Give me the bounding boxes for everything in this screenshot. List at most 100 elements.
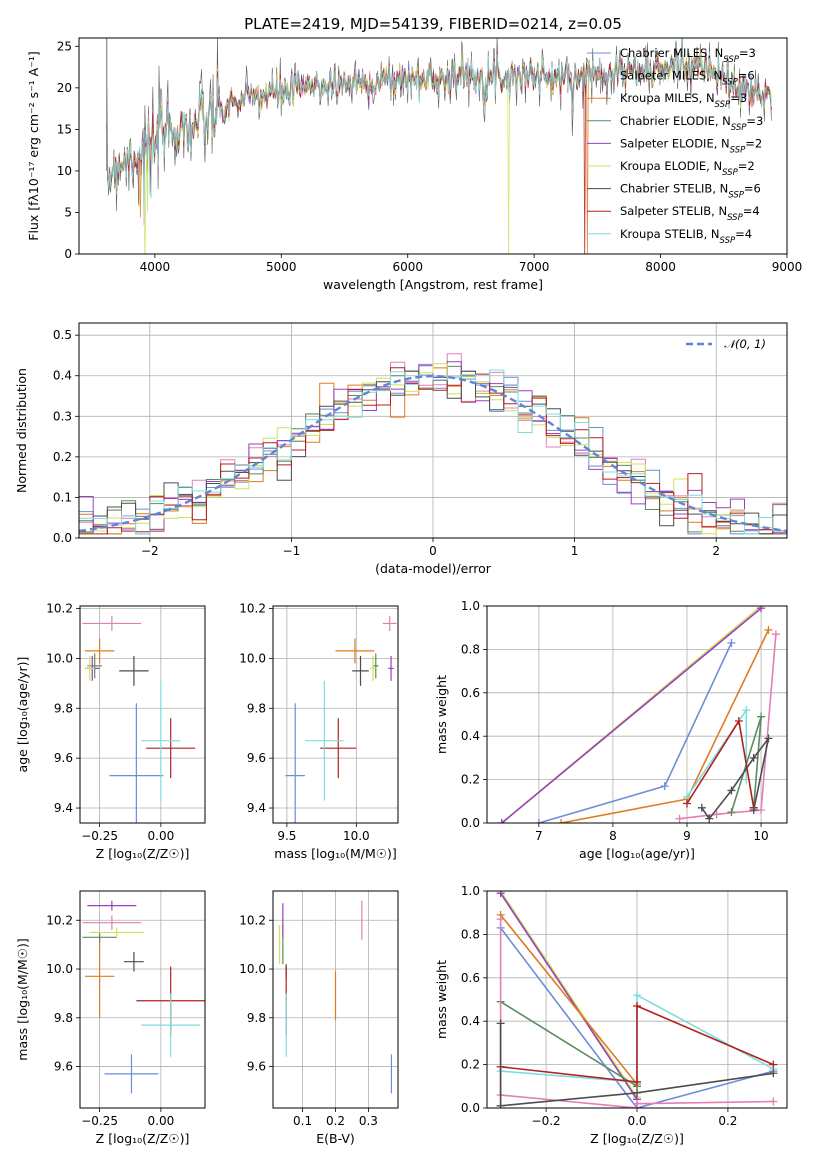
errorbar-salpeter-miles: [82, 915, 142, 931]
y-tick-label: 10.2: [46, 913, 73, 927]
y-tick-label: 0.6: [461, 686, 480, 700]
legend-entry: Chabrier STELIB, NSSP=6: [620, 182, 761, 201]
y-axis-label: age [log₁₀(age/yr)]: [15, 657, 30, 773]
y-tick-label: 0.0: [461, 1101, 480, 1115]
y-tick-label: 5: [64, 205, 72, 219]
weight-marker: [633, 1099, 641, 1108]
y-tick-label: 9.8: [247, 1011, 266, 1025]
y-tick-label: 0.0: [461, 816, 480, 830]
weight-marker: [557, 819, 566, 823]
x-tick-label: 0.00: [148, 1114, 175, 1128]
axes-frame: [272, 605, 399, 824]
y-axis-label: Flux [fλ10⁻¹⁷ erg cm⁻² s⁻¹ A⁻¹]: [26, 51, 41, 240]
plot-area-residuals: [79, 353, 787, 538]
y-tick-label: 9.4: [54, 801, 73, 815]
weight-line-kroupa-miles: [496, 910, 641, 1089]
y-tick-label: 1.0: [461, 884, 480, 898]
weight-marker: [727, 808, 736, 817]
errorbar-chabrier-miles: [104, 1054, 159, 1094]
panel-weight_vs_Z: −0.2 0.0 0.2 0.0 0.2 0.4 0.6 0.8 1.0 Z [log₁₀(Z/Z…: [434, 884, 788, 1146]
y-tick-label: 15: [57, 122, 72, 136]
errorbar-kroupa-miles: [335, 638, 375, 664]
errorbar-salpeter-miles: [382, 615, 397, 631]
weight-marker: [496, 915, 505, 924]
y-tick-label: 0.1: [53, 490, 72, 504]
x-tick-label: 10.0: [343, 829, 370, 843]
x-tick-label: 9.5: [277, 829, 296, 843]
plot-area-mass_vs_EBV: [278, 900, 393, 1094]
weight-line-salpeter-elodie: [497, 606, 766, 823]
weight-line-chabrier-stelib: [697, 734, 773, 823]
axes-frame: [272, 890, 399, 1109]
y-tick-label: 0.8: [461, 927, 480, 941]
figure-title: PLATE=2419, MJD=54139, FIBERID=0214, z=0…: [244, 15, 622, 33]
weight-marker: [734, 717, 743, 726]
weight-path: [701, 737, 770, 821]
errorbar-salpeter-elodie: [87, 900, 137, 911]
spectrum-line-kroupa-stelib: [106, 38, 772, 222]
weight-marker: [633, 1088, 641, 1097]
weight-line-chabrier-stelib: [496, 1019, 778, 1108]
y-tick-label: 10.2: [46, 601, 73, 615]
y-axis-label: mass [log₁₀(M/M☉)]: [15, 938, 30, 1060]
y-tick-label: 9.8: [247, 701, 266, 715]
errorbar-kroupa-stelib: [141, 680, 181, 801]
y-tick-label: 0.8: [461, 642, 480, 656]
y-tick-label: 10.2: [239, 913, 266, 927]
panel-weight_vs_age: 7 8 9 10 0.0 0.2 0.4 0.6 0.8 1.0 age [log₁₀(age/yr…: [434, 599, 788, 861]
x-tick-label: −2: [141, 544, 159, 558]
y-tick-label: 0.2: [461, 773, 480, 787]
weight-marker: [764, 625, 773, 634]
y-tick-label: 9.8: [54, 701, 73, 715]
errorbar-kroupa-stelib: [141, 993, 201, 1057]
weight-path: [499, 892, 638, 1100]
plot-area-weight_vs_age: [497, 606, 780, 823]
x-tick-label: 8000: [645, 260, 676, 274]
weight-line-chabrier-miles: [534, 638, 736, 823]
weight-path: [501, 607, 762, 823]
y-tick-label: 0.0: [53, 531, 72, 545]
weight-path: [500, 1001, 638, 1087]
weight-marker: [757, 805, 766, 814]
y-tick-label: 9.6: [54, 1060, 73, 1074]
legend-entry: Kroupa STELIB, NSSP=4: [620, 227, 752, 246]
normal-curve: [79, 375, 787, 533]
y-tick-label: 9.8: [54, 1011, 73, 1025]
weight-marker: [764, 734, 773, 743]
y-tick-label: 0.5: [53, 328, 72, 342]
weight-path: [500, 1004, 774, 1083]
x-tick-label: 0: [429, 544, 437, 558]
legend-entry-normal: 𝒩(0, 1): [724, 337, 766, 351]
x-axis-label: E(B-V): [316, 1131, 355, 1146]
x-axis-label: mass [log₁₀(M/M☉)]: [274, 846, 396, 861]
y-tick-label: 0.2: [53, 450, 72, 464]
weight-marker: [633, 1077, 641, 1086]
errorbar-salpeter-miles: [82, 615, 142, 631]
x-tick-label: 0.00: [148, 829, 175, 843]
weight-marker: [769, 1069, 778, 1078]
x-tick-label: 0.1: [293, 1114, 312, 1128]
weight-line-salpeter-elodie: [496, 891, 641, 1104]
y-tick-label: 10.0: [46, 962, 73, 976]
weight-path: [686, 718, 755, 808]
x-tick-label: −1: [283, 544, 301, 558]
weight-marker: [497, 819, 506, 823]
x-tick-label: 7000: [519, 260, 550, 274]
x-axis-label: (data-model)/error: [375, 561, 492, 576]
weight-path: [499, 914, 638, 1085]
y-axis-label: Normed distribution: [14, 368, 29, 493]
x-tick-label: 4000: [140, 260, 171, 274]
weight-path: [499, 891, 638, 1098]
x-tick-label: −0.2: [532, 1114, 561, 1128]
errorbar-kroupa-elodie: [370, 655, 376, 681]
y-tick-label: 25: [57, 39, 72, 53]
panel-age_vs_mass: 9.5 10.0 9.4 9.6 9.8 10.0 10.2 mass [log₁₀(M/M☉…: [239, 601, 399, 861]
y-tick-label: 0.4: [461, 1014, 480, 1028]
legend-entry: Kroupa MILES, NSSP=3: [620, 91, 747, 110]
x-tick-label: 8: [609, 829, 617, 843]
weight-marker: [534, 819, 543, 823]
errorbar-chabrier-miles: [109, 703, 164, 823]
y-tick-label: 0.6: [461, 971, 480, 985]
y-tick-label: 10.2: [239, 601, 266, 615]
weight-marker: [633, 991, 641, 1000]
